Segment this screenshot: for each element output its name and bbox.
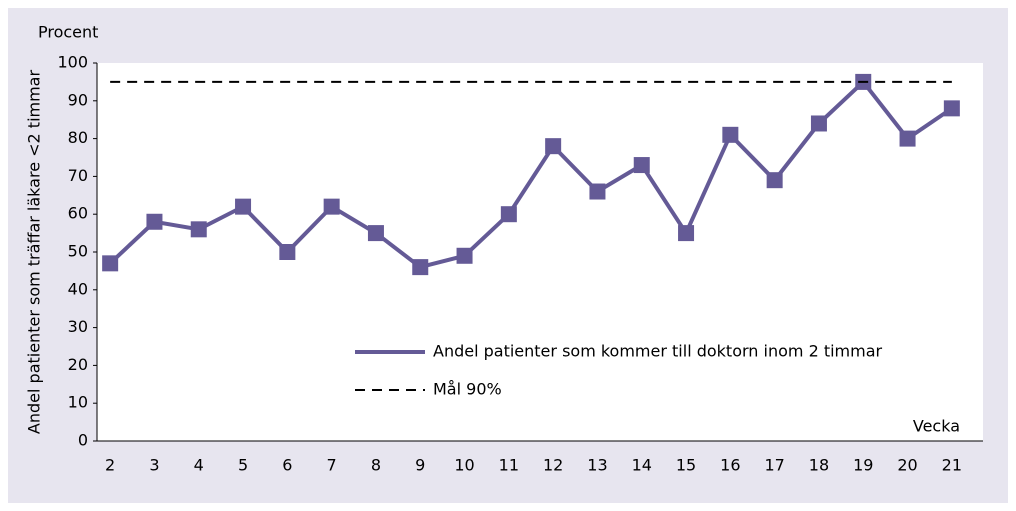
marker [279,244,296,260]
x-tick-label: 12 [543,456,563,475]
marker [146,213,163,230]
x-axis-label: Vecka [913,417,960,436]
marker [722,126,739,143]
marker [545,138,562,155]
x-tick-label: 2 [105,456,115,475]
y-tick-label: 80 [68,128,88,147]
marker [235,198,252,215]
x-tick-label: 15 [676,456,696,475]
legend-label: Mål 90% [433,380,502,399]
x-tick-label: 7 [327,456,337,475]
y-tick-label: 60 [68,204,88,223]
y-tick-label: 20 [68,355,88,374]
marker [678,225,695,242]
x-tick-label: 18 [809,456,829,475]
x-tick-label: 9 [415,456,425,475]
y-axis-label: Andel patienter som träffar läkare <2 ti… [25,70,44,435]
marker [899,130,916,147]
x-tick-label: 14 [632,456,652,475]
marker [633,157,650,174]
x-tick-label: 11 [499,456,519,475]
x-tick-label: 13 [587,456,607,475]
marker [943,100,960,117]
marker [589,183,606,200]
marker [190,221,207,238]
marker [766,172,783,189]
plot-area [97,63,983,441]
x-tick-label: 6 [282,456,292,475]
x-tick-label: 19 [853,456,873,475]
y-tick-label: 90 [68,90,88,109]
marker [810,115,827,132]
x-tick-label: 17 [764,456,784,475]
x-tick-label: 10 [454,456,474,475]
x-tick-label: 8 [371,456,381,475]
y-tick-label: 0 [78,431,88,450]
legend-label: Andel patienter som kommer till doktorn … [433,342,883,361]
marker [412,259,429,276]
y-tick-label: 100 [57,53,88,72]
y-tick-label: 10 [68,393,88,412]
x-tick-label: 16 [720,456,740,475]
x-tick-label: 20 [897,456,917,475]
x-tick-label: 5 [238,456,248,475]
y-tick-label: 40 [68,279,88,298]
x-tick-label: 4 [194,456,204,475]
x-tick-label: 3 [149,456,159,475]
marker [500,206,517,223]
x-tick-label: 21 [942,456,962,475]
marker [367,225,384,242]
marker [323,198,340,215]
marker [456,247,473,264]
y-tick-label: 50 [68,242,88,261]
y-tick-label: 30 [68,317,88,336]
marker [102,255,119,272]
y-tick-label: 70 [68,166,88,185]
y-unit-label: Procent [38,23,98,42]
